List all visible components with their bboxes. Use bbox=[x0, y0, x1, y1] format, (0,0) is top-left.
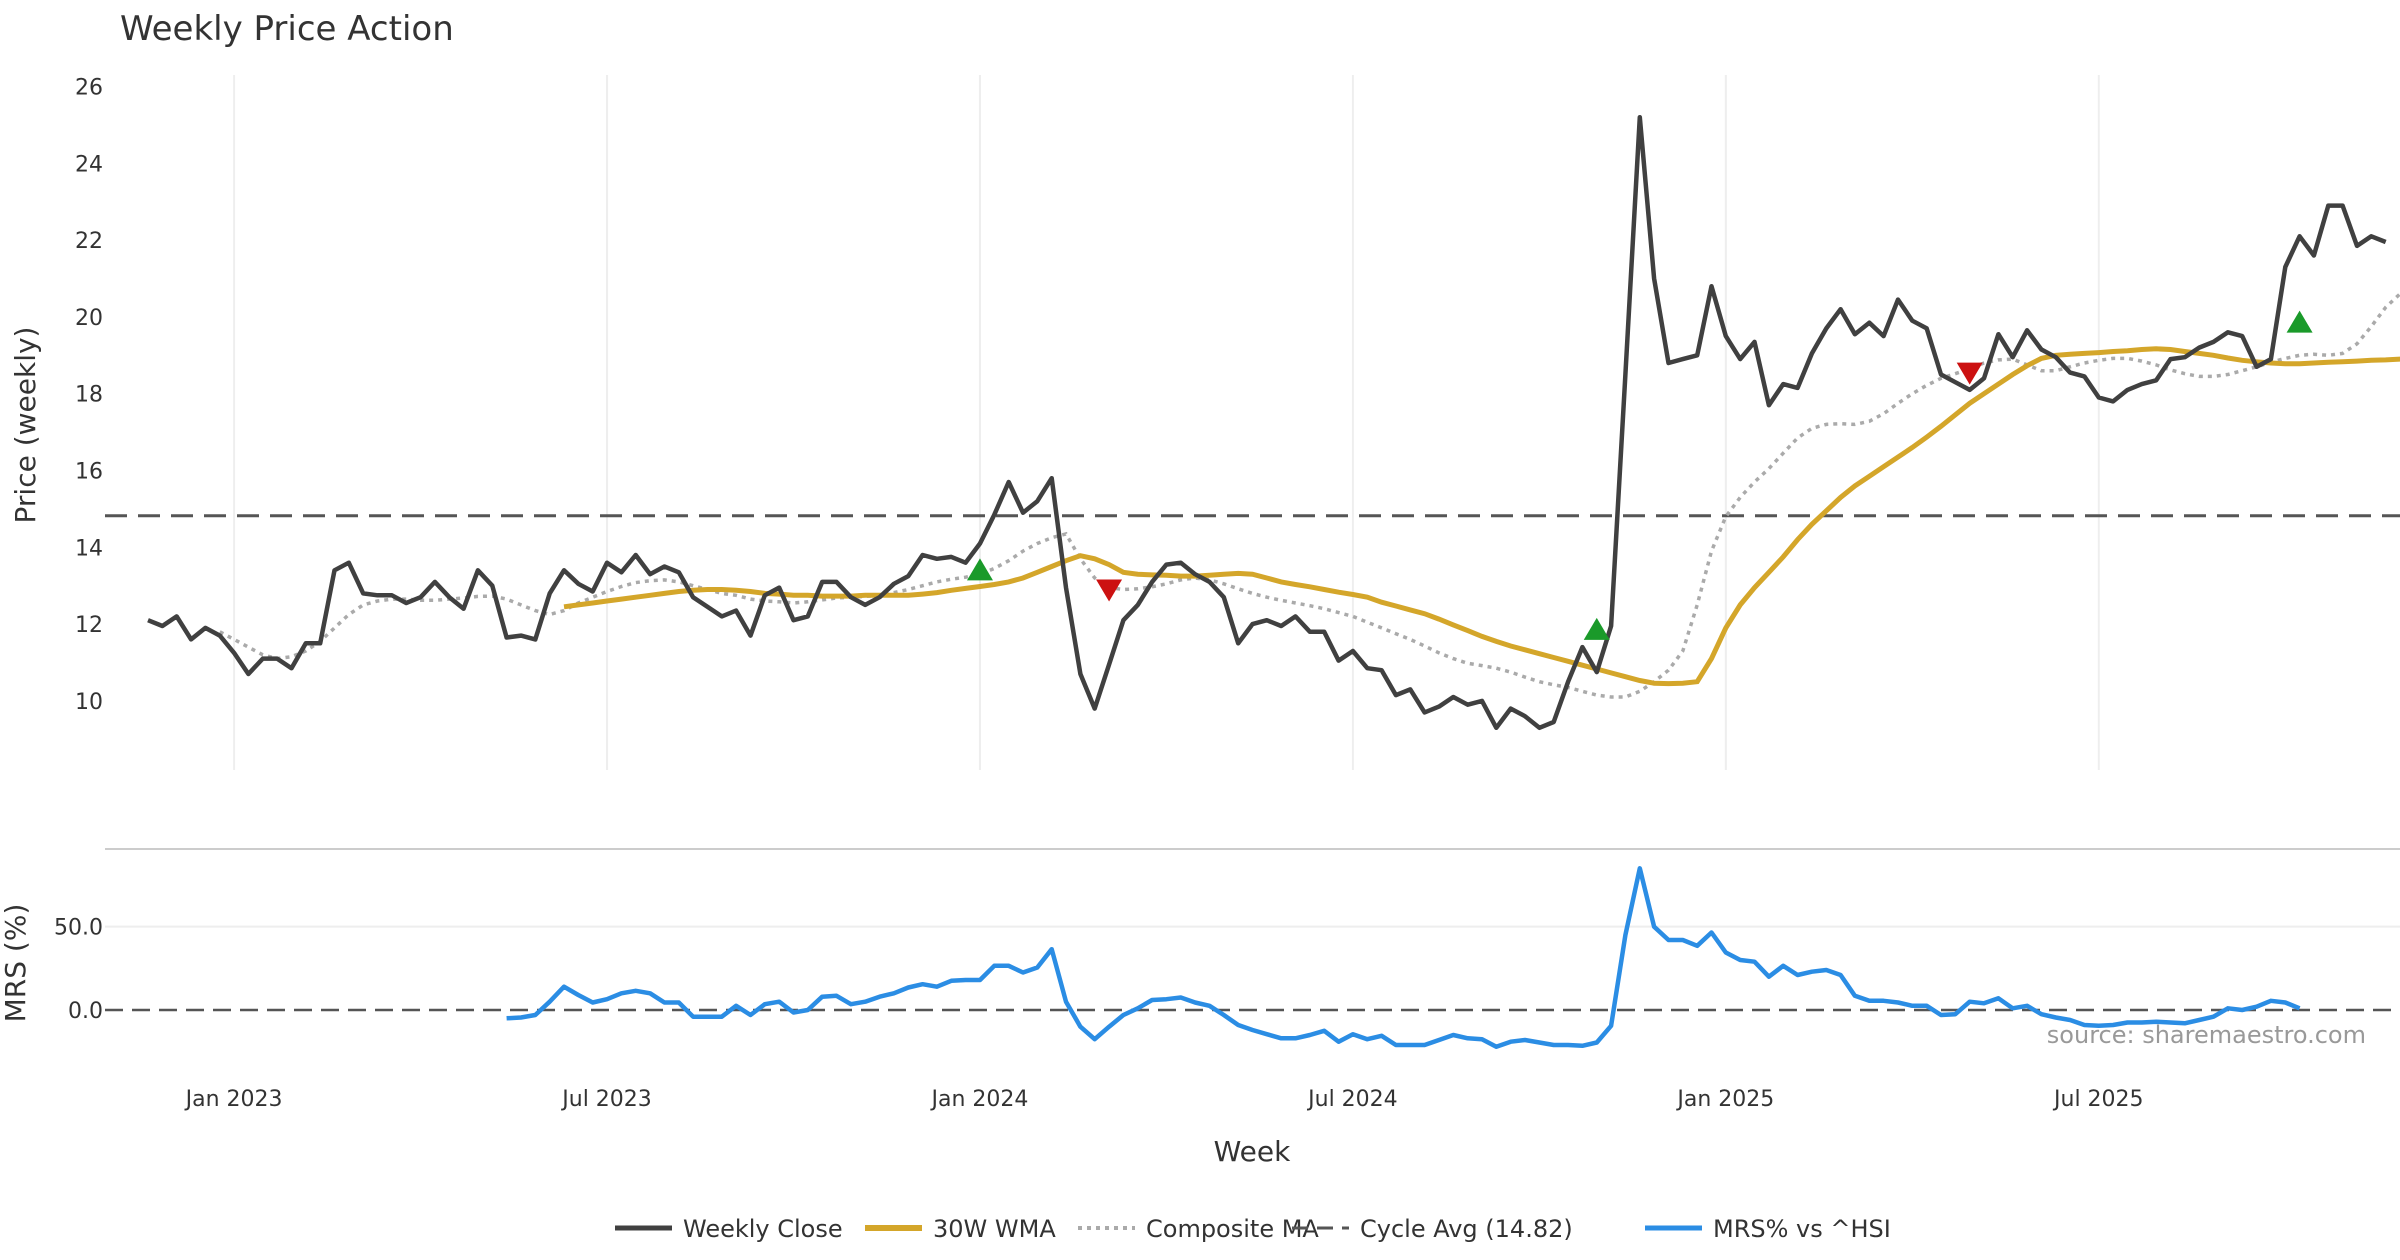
legend-label: Weekly Close bbox=[683, 1215, 843, 1243]
price-y-tick-label: 14 bbox=[75, 536, 103, 561]
price-panel: 10 12 14 16 18 20 22 24 26 Price (weekly) bbox=[9, 75, 2400, 770]
mrs-panel: 0.0 50.0 MRS (%) source: sharemaestro.com bbox=[0, 866, 2400, 1049]
source-note: source: sharemaestro.com bbox=[2047, 1021, 2366, 1049]
buy-signal-marker bbox=[1583, 617, 1610, 640]
legend-label: Cycle Avg (14.82) bbox=[1360, 1215, 1573, 1243]
x-tick-label: Jan 2025 bbox=[1675, 1087, 1774, 1112]
legend-label: 30W WMA bbox=[933, 1215, 1056, 1243]
x-axis-label: Week bbox=[1214, 1135, 1291, 1168]
mrs-y-ticks: 0.0 50.0 bbox=[54, 916, 103, 1024]
price-y-tick-label: 20 bbox=[75, 306, 103, 331]
x-tick-label: Jul 2024 bbox=[1306, 1087, 1398, 1112]
legend-label: MRS% vs ^HSI bbox=[1713, 1215, 1891, 1243]
price-y-axis-label: Price (weekly) bbox=[9, 327, 42, 524]
price-y-tick-label: 12 bbox=[75, 613, 103, 638]
sell-signal-marker bbox=[1096, 579, 1123, 602]
weekly-close-line bbox=[147, 114, 2387, 731]
mrs-y-tick-label: 0.0 bbox=[68, 999, 103, 1024]
buy-signal-marker bbox=[966, 558, 993, 581]
composite-ma-line bbox=[218, 292, 2400, 699]
price-y-tick-label: 26 bbox=[75, 76, 103, 101]
signal-markers bbox=[966, 310, 2313, 640]
sell-signal-marker bbox=[1956, 362, 1983, 385]
x-tick-label: Jan 2024 bbox=[930, 1087, 1029, 1112]
price-y-ticks: 10 12 14 16 18 20 22 24 26 bbox=[75, 76, 103, 715]
x-tick-label: Jul 2025 bbox=[2052, 1087, 2144, 1112]
price-y-tick-label: 18 bbox=[75, 383, 103, 408]
x-tick-label: Jan 2023 bbox=[184, 1087, 283, 1112]
price-gridlines bbox=[233, 75, 2100, 770]
price-y-tick-label: 16 bbox=[75, 459, 103, 484]
chart-title: Weekly Price Action bbox=[120, 9, 454, 49]
buy-signal-marker bbox=[2286, 310, 2313, 333]
mrs-line bbox=[506, 866, 2301, 1049]
x-tick-label: Jul 2023 bbox=[560, 1087, 652, 1112]
wma-30w-line bbox=[563, 346, 2400, 687]
legend-label: Composite MA bbox=[1146, 1215, 1319, 1243]
mrs-y-tick-label: 50.0 bbox=[54, 916, 103, 941]
price-y-tick-label: 24 bbox=[75, 152, 103, 177]
price-y-tick-label: 22 bbox=[75, 229, 103, 254]
mrs-y-axis-label: MRS (%) bbox=[0, 904, 32, 1023]
price-y-tick-label: 10 bbox=[75, 690, 103, 715]
legend: Weekly Close 30W WMA Composite MA Cycle Avg… bbox=[615, 1215, 1891, 1243]
x-axis-ticks: Jan 2023 Jul 2023 Jan 2024 Jul 2024 Jan 2025… bbox=[184, 1087, 2144, 1112]
